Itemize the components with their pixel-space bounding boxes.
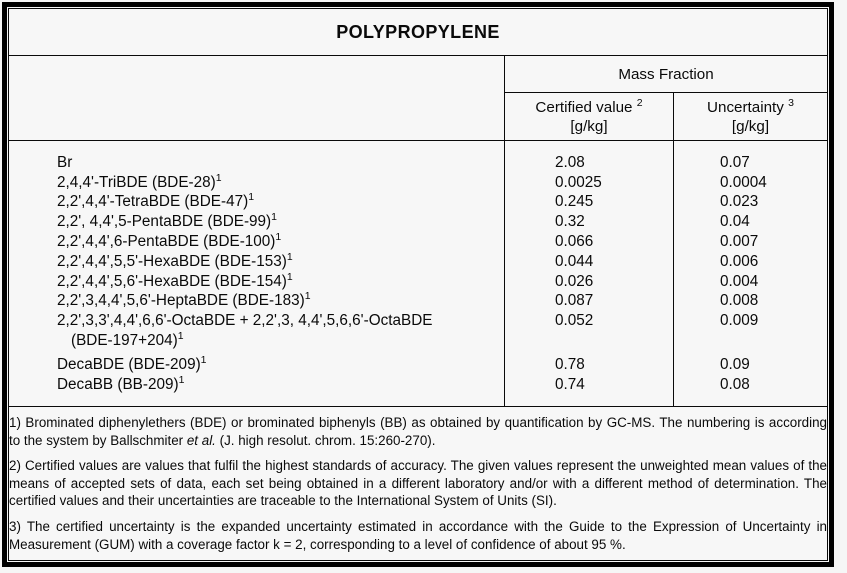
footnotes-section: 1) Brominated diphenylethers (BDE) or br…	[8, 406, 828, 561]
uncertainty-column-header: Uncertainty 3 [g/kg]	[673, 92, 828, 141]
substance-name-continuation: (BDE-197+204)1	[71, 329, 184, 349]
spacer-line	[674, 331, 827, 351]
spacer-line	[505, 331, 673, 351]
footnote-3: 3) The certified uncertainty is the expa…	[9, 518, 827, 552]
certified-value: 0.087	[555, 292, 594, 310]
substance-name: DecaBB (BB-209)1	[57, 373, 185, 393]
substance-name: 2,4,4'-TriBDE (BDE-28)1	[57, 171, 222, 191]
substance-name: DecaBDE (BDE-209)1	[57, 353, 207, 373]
uncertainty-value: 0.08	[720, 375, 750, 393]
substance-name: 2,2',4,4',6-PentaBDE (BDE-100)1	[57, 230, 282, 250]
substance-name: 2,2',3,4,4',5,6'-HeptaBDE (BDE-183)1	[57, 290, 311, 310]
certified-value: 0.32	[555, 213, 585, 231]
substance-name: 2,2',3,3',4,4',6,6'-OctaBDE + 2,2',3, 4,…	[57, 312, 433, 330]
uncertainty-value: 0.007	[720, 233, 759, 250]
footnote-2: 2) Certified values are values that fulf…	[9, 458, 827, 509]
uncertainty-value: 0.07	[720, 153, 750, 171]
uncertainty-value: 0.09	[720, 355, 750, 373]
substance-name: Br	[57, 153, 73, 171]
uncertainty-label: Uncertainty 3	[707, 96, 794, 116]
uncertainty-value: 0.0004	[720, 173, 767, 191]
footnote-ref-3: 3	[788, 96, 794, 109]
substance-name-column: Br 2,4,4'-TriBDE (BDE-28)1 2,2',4,4'-Tet…	[8, 139, 505, 408]
substance-column-header-empty	[8, 55, 505, 141]
uncertainty-value: 0.004	[720, 272, 759, 290]
certified-value-unit: [g/kg]	[570, 117, 608, 135]
substance-name: 2,2',4,4'-TetraBDE (BDE-47)1	[57, 191, 255, 211]
uncertainty-value: 0.04	[720, 213, 750, 231]
certified-value: 0.78	[555, 355, 585, 373]
certified-value-column-header: Certified value 2 [g/kg]	[504, 92, 674, 141]
certified-value: 0.044	[555, 252, 594, 270]
page-title: POLYPROPYLENE	[8, 8, 828, 56]
substance-name: 2,2', 4,4',5-PentaBDE (BDE-99)1	[57, 211, 277, 231]
uncertainty-column: 0.07 0.0004 0.023 0.04 0.007 0.006 0.004…	[673, 139, 828, 408]
substance-name: 2,2',4,4',5,6'-HexaBDE (BDE-154)1	[57, 270, 293, 290]
certified-value: 0.066	[555, 233, 594, 250]
footnote-1-italic: et al.	[186, 432, 216, 448]
substance-name: 2,2',4,4',5,5'-HexaBDE (BDE-153)1	[57, 250, 293, 270]
uncertainty-value: 0.009	[720, 312, 759, 330]
uncertainty-value: 0.008	[720, 292, 759, 310]
certified-value: 2.08	[555, 153, 585, 171]
mass-fraction-group-header: Mass Fraction	[504, 55, 828, 93]
certified-value: 0.74	[555, 375, 585, 393]
footnote-1: 1) Brominated diphenylethers (BDE) or br…	[9, 415, 827, 448]
certified-value-label: Certified value 2	[535, 96, 643, 116]
outer-frame: POLYPROPYLENE Mass Fraction Certified va…	[2, 2, 834, 567]
footnote-ref-2: 2	[636, 96, 643, 109]
uncertainty-value: 0.006	[720, 252, 759, 270]
certified-value: 0.026	[555, 272, 594, 290]
certificate-table: POLYPROPYLENE Mass Fraction Certified va…	[8, 8, 828, 561]
certified-value: 0.0025	[555, 173, 602, 191]
uncertainty-value: 0.023	[720, 193, 759, 211]
certified-value: 0.245	[555, 193, 594, 211]
uncertainty-unit: [g/kg]	[731, 117, 770, 135]
certified-value-column: 2.08 0.0025 0.245 0.32 0.066 0.044 0.026…	[504, 139, 674, 408]
certified-value: 0.052	[555, 312, 594, 330]
